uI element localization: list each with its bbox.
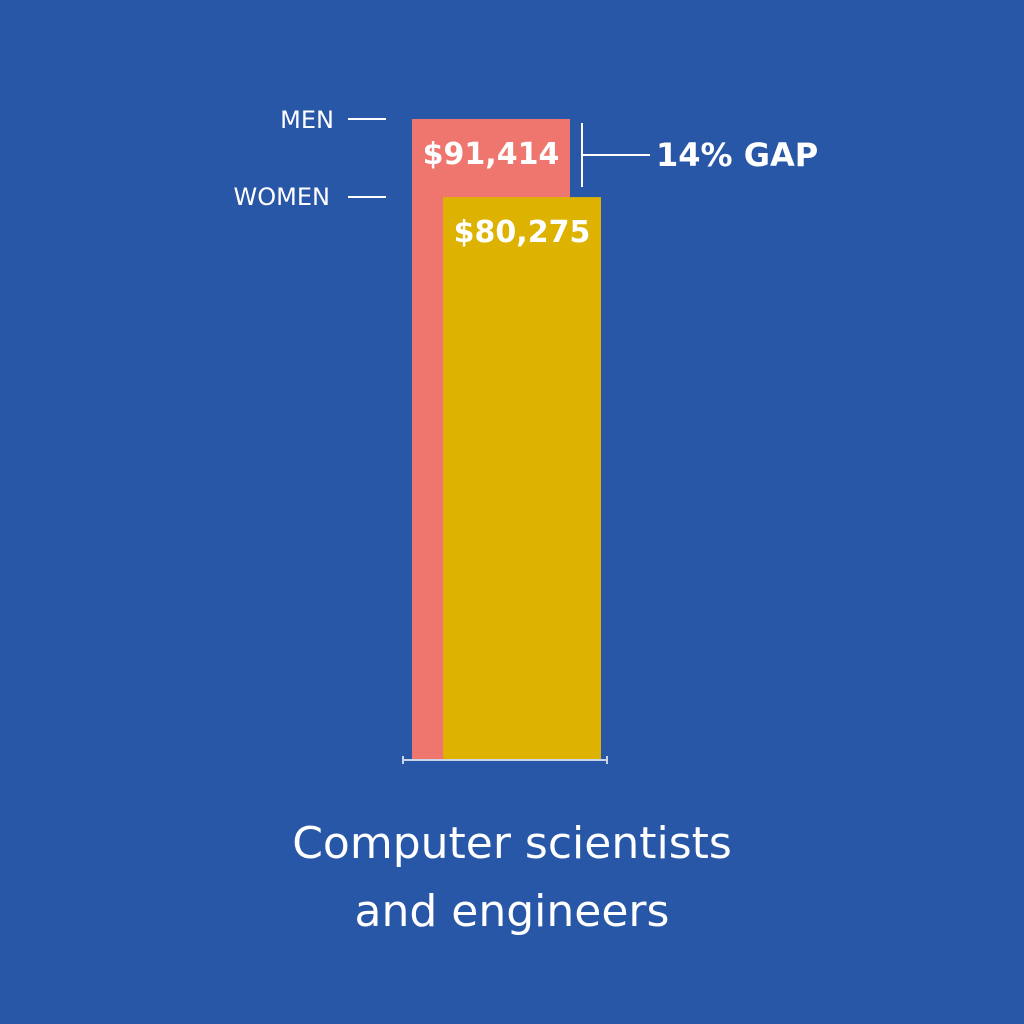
- gap-annotation: 14% GAP: [656, 136, 818, 174]
- legend-label-men: MEN: [280, 106, 334, 134]
- bar-women: [443, 197, 601, 760]
- value-label-men: $91,414: [423, 137, 560, 172]
- value-label-women: $80,275: [454, 215, 591, 250]
- category-label-line-2: and engineers: [354, 886, 670, 937]
- category-label-line-1: Computer scientists: [292, 818, 732, 869]
- legend-label-women: WOMEN: [234, 183, 330, 211]
- category-label: Computer scientists and engineers: [0, 810, 1024, 946]
